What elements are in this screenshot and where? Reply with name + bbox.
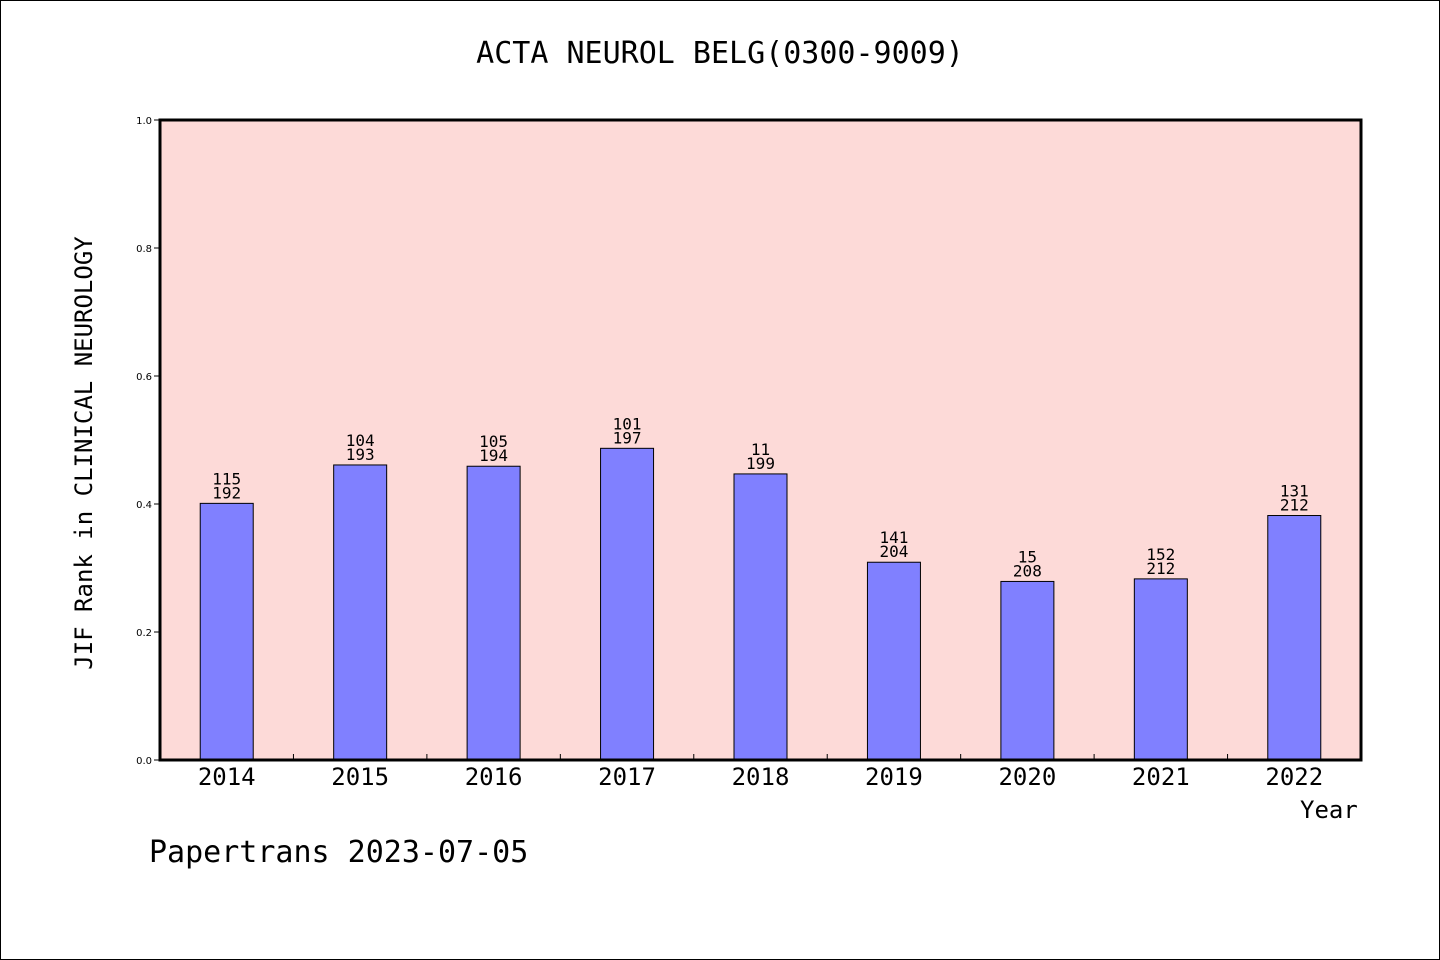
x-tick-label: 2016	[465, 763, 523, 791]
bar-label-rank: 105	[479, 432, 508, 451]
bar-2019	[866, 561, 921, 761]
y-tick-label: 0.2	[136, 628, 152, 639]
bar-label-total: 192	[212, 483, 241, 502]
y-ticks: 0.0 0.2 0.4 0.6 0.8 1.0	[136, 116, 160, 767]
y-tick-label: 1.0	[136, 116, 152, 127]
bar-label-rank: 11	[751, 440, 770, 459]
x-ticks: 2014 2015 2016 2017 2018 2019 2020 2021 2022	[198, 754, 1323, 791]
x-tick-label: 2015	[331, 763, 389, 791]
bar-label-rank: 131	[1280, 482, 1309, 501]
chart-title: ACTA NEUROL BELG(0300-9009)	[476, 36, 964, 71]
x-tick-label: 2017	[598, 763, 656, 791]
y-tick-label: 0.4	[136, 500, 152, 511]
bar-2021	[1133, 578, 1188, 761]
bar-label-total: 199	[746, 454, 775, 473]
bar-2020	[1000, 580, 1055, 761]
bar-label-rank: 141	[879, 528, 908, 547]
y-tick-label: 0.0	[136, 756, 152, 767]
x-tick-label: 2020	[998, 763, 1056, 791]
bar-label-total: 208	[1013, 561, 1042, 580]
bar-label-total: 194	[479, 446, 508, 465]
bar-label-total: 204	[879, 542, 908, 561]
x-axis-label: Year	[1300, 796, 1358, 824]
plot-border	[158, 118, 1363, 762]
x-tick-label: 2021	[1132, 763, 1190, 791]
bar-label-total: 212	[1280, 496, 1309, 515]
bar-label-rank: 101	[613, 414, 642, 433]
x-tick-label: 2014	[198, 763, 256, 791]
bar-2017	[600, 447, 655, 761]
y-tick-label: 0.6	[136, 372, 152, 383]
y-tick-label: 0.8	[136, 244, 152, 255]
bar-label-rank: 15	[1018, 547, 1037, 566]
bar-label-rank: 152	[1146, 545, 1175, 564]
x-tick-label: 2019	[865, 763, 923, 791]
bar-label-total: 193	[346, 445, 375, 464]
bar-2014	[199, 502, 254, 761]
bar-label-rank: 104	[346, 431, 375, 450]
bar-2015	[333, 464, 388, 761]
bar-label-rank: 115	[212, 469, 241, 488]
x-tick-label: 2018	[732, 763, 790, 791]
bar-2016	[466, 465, 521, 761]
x-tick-label: 2022	[1265, 763, 1323, 791]
footer-credit: Papertrans 2023-07-05	[149, 835, 529, 870]
bar-label-total: 212	[1146, 559, 1175, 578]
bar-2022	[1267, 515, 1322, 761]
bar-2018	[733, 473, 788, 761]
bar-label-total: 197	[613, 428, 642, 447]
